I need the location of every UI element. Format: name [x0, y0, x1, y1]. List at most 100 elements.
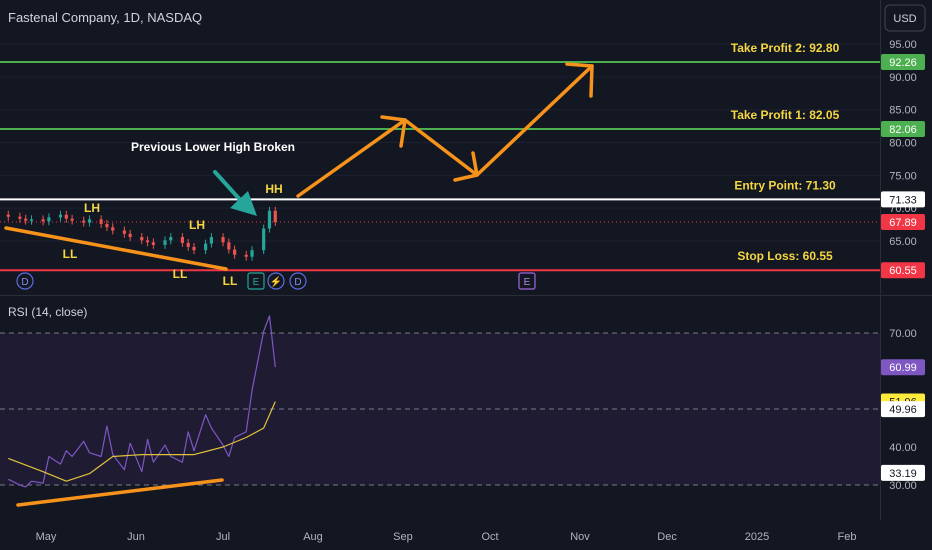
candle-body [29, 219, 34, 221]
symbol-title: Fastenal Company, 1D, NASDAQ [8, 10, 202, 25]
callout-arrow-head [230, 191, 257, 216]
candle-body [192, 246, 196, 251]
rsi-value-badge-label: 49.96 [889, 404, 917, 416]
price-axis-tick: 95.00 [889, 39, 917, 51]
level-price-badge [881, 262, 925, 279]
candle-body [186, 242, 190, 247]
event-marker[interactable] [247, 272, 265, 290]
structure-label: LH [84, 201, 100, 215]
event-marker[interactable] [289, 272, 307, 290]
callout-text: Previous Lower High Broken [131, 140, 295, 154]
candle-body [151, 242, 155, 245]
level-label: Take Profit 2: 92.80 [731, 41, 840, 55]
price-axis-tick: 75.00 [889, 170, 917, 182]
structure-label: LH [189, 218, 205, 232]
candle-body [87, 219, 92, 223]
candle-body [169, 237, 173, 241]
time-axis-tick: Oct [481, 531, 498, 543]
candle-body [122, 230, 126, 234]
candle-body [111, 227, 115, 231]
candle-body [250, 250, 254, 257]
level-label: Entry Point: 71.30 [734, 178, 836, 192]
structure-label: LL [63, 247, 78, 261]
candle-body [163, 240, 167, 245]
level-label: Stop Loss: 60.55 [737, 249, 833, 263]
candle-body [41, 219, 45, 222]
price-axis-tick: 80.00 [889, 138, 917, 150]
candle-body [64, 214, 68, 219]
rsi-line [8, 315, 276, 488]
time-axis-tick: Jul [216, 531, 230, 543]
candle-body [6, 214, 10, 217]
candle-body [70, 218, 74, 221]
rsi-uptrend-line[interactable] [16, 478, 224, 507]
event-marker-label: D [21, 277, 28, 288]
structure-label: LL [173, 267, 188, 281]
level-price-badge [881, 191, 925, 208]
forecast-arrowhead-3[interactable] [565, 62, 594, 98]
candle-body [180, 237, 185, 243]
candle-body [47, 217, 51, 222]
level-price-badge-label: 60.55 [889, 265, 917, 277]
rsi-title: RSI (14, close) [8, 305, 87, 319]
rsi-axis-tick: 70.00 [889, 328, 917, 340]
rsi-value-badge [881, 401, 925, 418]
candle-body [128, 233, 132, 238]
structure-label: LL [223, 274, 238, 288]
price-axis-tick: 85.00 [889, 105, 917, 117]
event-marker-label: ⚡ [270, 275, 282, 288]
level-price-badge [881, 120, 925, 137]
level-price-badge [881, 53, 925, 70]
time-axis-tick: Aug [303, 531, 323, 543]
usd-button-label: USD [893, 13, 916, 25]
rsi-axis-tick: 40.00 [889, 442, 917, 454]
time-axis-tick: May [36, 531, 57, 543]
rsi-value-badge [881, 359, 925, 376]
candle-body [227, 242, 231, 250]
time-axis-tick: Nov [570, 531, 590, 543]
candle-body [273, 210, 277, 222]
candle-body [267, 210, 272, 229]
callout-arrow-shaft [213, 170, 245, 205]
last-price-badge-label: 67.89 [889, 217, 917, 229]
forecast-arrowhead-2[interactable] [453, 151, 479, 182]
level-label: Take Profit 1: 82.05 [731, 108, 840, 122]
price-axis-tick: 90.00 [889, 72, 917, 84]
level-price-badge-label: 82.06 [889, 124, 917, 136]
structure-label: HH [265, 182, 282, 196]
rsi-value-badge [881, 464, 925, 481]
price-axis-tick: 65.00 [889, 236, 917, 248]
event-marker[interactable] [518, 272, 536, 290]
forecast-arrowhead-1[interactable] [380, 115, 407, 148]
candle-body [105, 223, 109, 228]
rsi-value-badge-label: 60.99 [889, 362, 917, 374]
candle-body [262, 228, 266, 251]
event-marker-label: E [253, 277, 260, 288]
event-marker[interactable] [16, 272, 34, 290]
candle-body [221, 237, 225, 243]
candle-body [145, 240, 150, 243]
candle-body [233, 249, 237, 255]
last-price-badge [881, 214, 925, 231]
time-axis-tick: Jun [127, 531, 145, 543]
level-price-badge-label: 92.26 [889, 57, 917, 69]
candle-body [58, 214, 63, 218]
candle-body [24, 218, 28, 221]
candle-body [82, 220, 86, 223]
candle-body [244, 254, 248, 257]
rsi-value-badge-label: 33.19 [889, 468, 917, 480]
forecast-zigzag-leg-1[interactable] [296, 64, 594, 198]
rsi-moving-average-line [8, 401, 276, 482]
downtrend-line[interactable] [4, 226, 228, 271]
candle-body [140, 237, 144, 241]
time-axis-tick: Sep [393, 531, 413, 543]
time-axis-tick: 2025 [745, 531, 769, 543]
event-marker[interactable] [267, 272, 285, 290]
candle-body [18, 216, 22, 219]
usd-button[interactable]: USD [884, 4, 926, 32]
candle-body [99, 219, 103, 224]
rsi-axis-tick: 30.00 [889, 480, 917, 492]
time-axis-tick: Dec [657, 531, 677, 543]
time-axis-tick: Feb [838, 531, 857, 543]
